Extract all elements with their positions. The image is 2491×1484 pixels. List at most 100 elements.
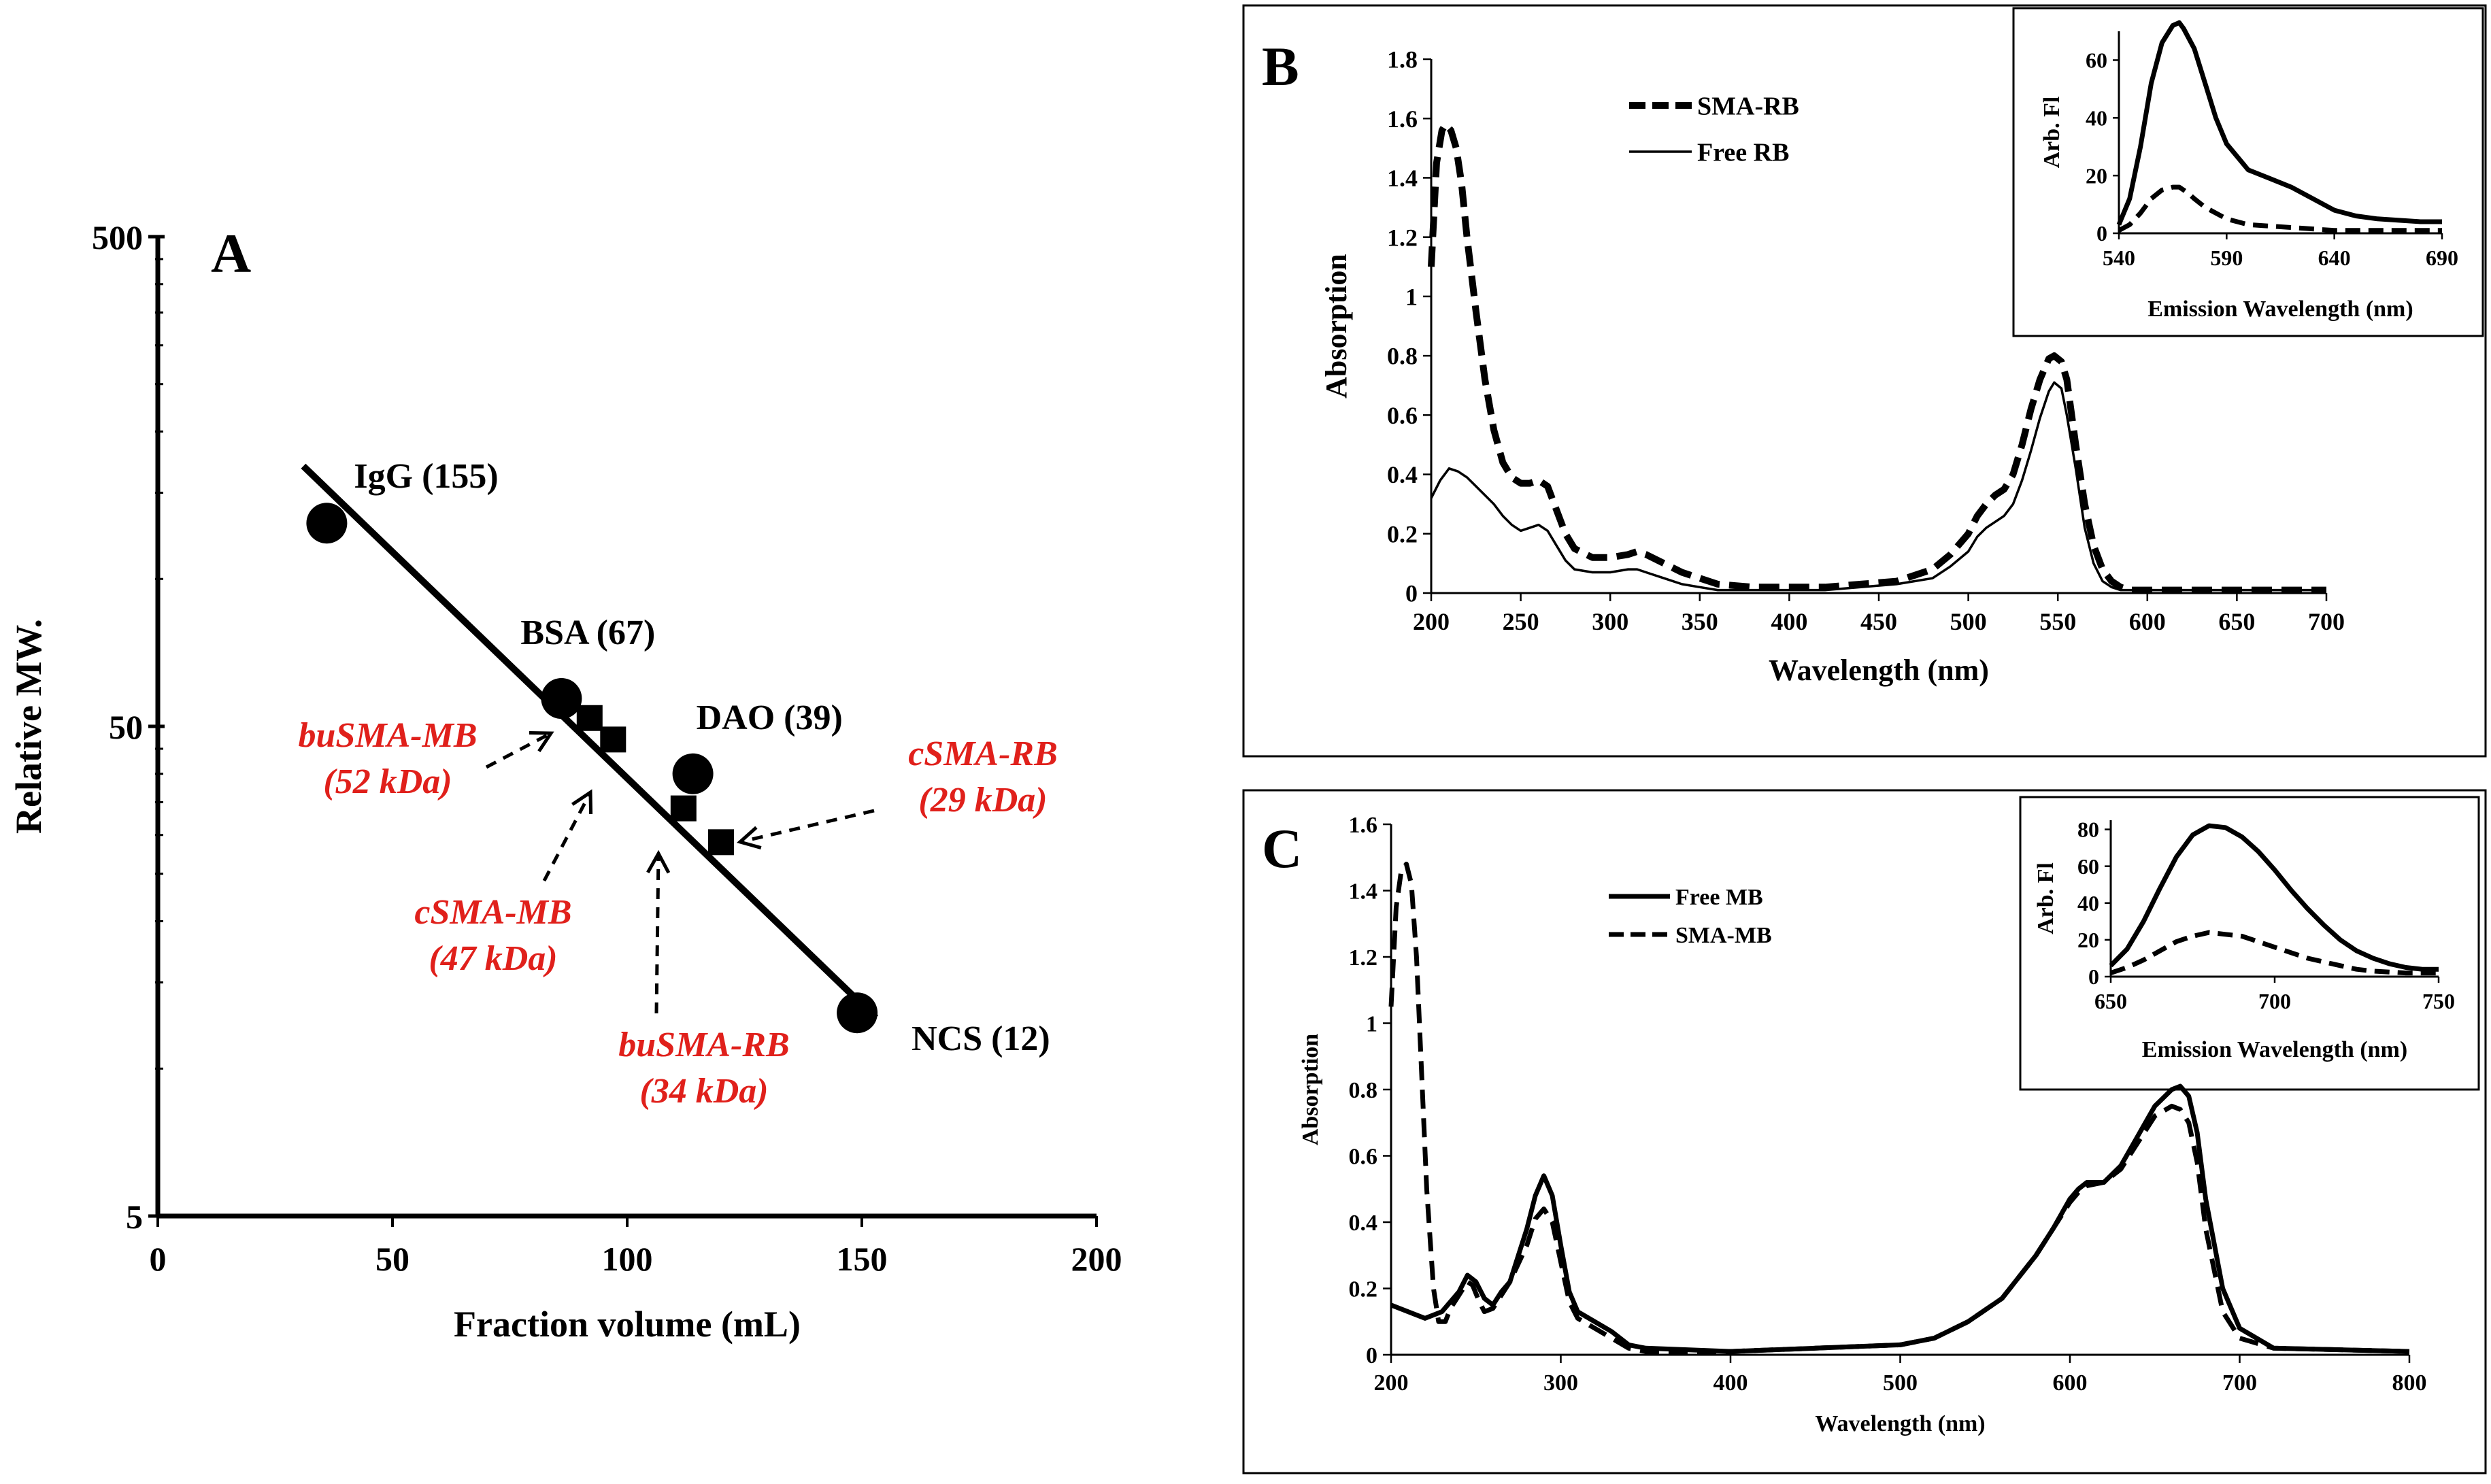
x-axis-title: Wavelength (nm) — [1769, 654, 1989, 687]
x-tick-label: 590 — [2210, 246, 2243, 270]
series-line-free-mb — [1390, 1083, 2410, 1354]
series-line-sma-rb — [1428, 120, 2326, 594]
y-tick-label: 0.6 — [1387, 402, 1418, 429]
x-tick-label: 690 — [2426, 246, 2458, 270]
y-tick-label: 1.6 — [1349, 813, 1378, 838]
y-tick-label: 1.8 — [1387, 46, 1418, 73]
annotation-arrowhead — [571, 789, 593, 815]
panel-b-marks — [1428, 120, 2326, 594]
y-tick-label: 0.8 — [1387, 343, 1418, 370]
y-axis-title: Relative MW. — [8, 619, 49, 834]
panel-b-inset-axes: 540 590 640 690 0 20 40 60 Emission Wavelength (… — [2039, 31, 2458, 322]
y-tick-label: 1.2 — [1387, 224, 1418, 251]
y-tick-label: 0 — [2096, 221, 2107, 246]
panel-c-inset-axes: 650 700 750 0 20 40 60 80 Emission Wavelength (n… — [2033, 817, 2455, 1062]
x-tick-label: 450 — [1860, 608, 1897, 635]
y-tick-label: 0.4 — [1387, 461, 1418, 488]
y-axis-title: Arb. Fl — [2033, 862, 2058, 934]
panel-c-inset-marks — [2109, 823, 2439, 976]
sample-point — [576, 705, 603, 731]
y-tick-label: 1 — [1366, 1011, 1377, 1036]
x-tick-label: 350 — [1682, 608, 1718, 635]
panel-a: A 0 50 100 150 200 5 50 500 Fraction volume (mL)… — [8, 218, 1122, 1345]
y-tick-label: 0 — [1405, 580, 1418, 607]
x-axis-title: Wavelength (nm) — [1815, 1411, 1985, 1436]
annotation-arrow — [542, 791, 592, 882]
legend-label: Free MB — [1675, 885, 1763, 910]
y-tick-label: 20 — [2077, 928, 2099, 952]
x-tick-label: 640 — [2318, 246, 2351, 270]
panel-c-legend: Free MB SMA-MB — [1609, 885, 1772, 948]
x-tick-label: 200 — [1374, 1370, 1409, 1396]
y-axis-title: Absorption — [1320, 254, 1353, 399]
sample-annotation-kda: (34 kDa) — [639, 1072, 768, 1111]
sample-point — [600, 726, 626, 753]
panel-b: B 200 250 300 350 400 450 500 550 600 650 70000.20… — [1242, 4, 2487, 758]
standard-label: NCS (12) — [912, 1019, 1050, 1058]
panel-a-letter: A — [211, 222, 251, 284]
x-tick-label: 540 — [2103, 246, 2135, 270]
x-tick-label: 200 — [1413, 608, 1450, 635]
series-line-sma-rb — [2118, 184, 2442, 233]
y-tick-label: 0.8 — [1349, 1078, 1378, 1103]
x-tick-label: 150 — [837, 1240, 888, 1278]
annotation-arrowhead — [736, 826, 762, 849]
x-tick-label: 600 — [2053, 1370, 2088, 1396]
standard-point — [306, 503, 348, 544]
panel-c-frame — [1242, 789, 2487, 1474]
y-tick-label: 1 — [1405, 283, 1418, 310]
sample-annotation-label: cSMA-MB — [414, 893, 571, 932]
standard-label: IgG (155) — [354, 457, 498, 496]
y-tick-label: 60 — [2077, 854, 2099, 879]
standard-label: DAO (39) — [697, 698, 843, 737]
panel-c-letter: C — [1262, 817, 1302, 879]
x-axis-title: Emission Wavelength (nm) — [2147, 297, 2413, 322]
x-tick-label: 700 — [2308, 608, 2345, 635]
y-tick-label: 1.4 — [1349, 879, 1378, 904]
y-tick-label: 5 — [126, 1198, 143, 1236]
panel-c-axes: 200 300 400 500 600 700 80000.20.40.60.811.21.… — [1298, 813, 2427, 1436]
panel-b-inset-frame — [2012, 7, 2484, 337]
x-tick-label: 650 — [2218, 608, 2255, 635]
panel-c-inset-frame — [2019, 796, 2480, 1091]
panel-a-marks: IgG (155) BSA (67) DAO (39) NCS (12) buSMA-M… — [299, 457, 1058, 1111]
x-axis-title: Emission Wavelength (nm) — [2142, 1037, 2407, 1062]
sample-annotation-kda: (47 kDa) — [429, 939, 557, 978]
y-tick-label: 40 — [2077, 891, 2099, 915]
sample-annotation-label: buSMA-MB — [299, 716, 478, 755]
y-tick-label: 40 — [2086, 105, 2107, 130]
y-tick-label: 1.4 — [1387, 165, 1418, 192]
x-axis-title: Fraction volume (mL) — [454, 1304, 801, 1345]
y-tick-label: 60 — [2086, 48, 2107, 73]
standard-point — [837, 992, 878, 1034]
panel-c: C 200 300 400 500 600 700 80000.20.40.60.811.2… — [1242, 789, 2487, 1474]
standard-point — [672, 753, 714, 794]
sample-point — [708, 829, 734, 856]
legend-label: SMA-MB — [1675, 923, 1772, 948]
x-tick-label: 200 — [1071, 1240, 1122, 1278]
y-tick-label: 1.6 — [1387, 105, 1418, 133]
legend-label: SMA-RB — [1697, 92, 1799, 120]
sample-annotation-kda: (29 kDa) — [918, 781, 1047, 820]
panel-b-letter: B — [1262, 35, 1299, 97]
annotation-arrow — [654, 853, 661, 1014]
x-tick-label: 650 — [2094, 989, 2127, 1013]
y-tick-label: 1.2 — [1349, 945, 1378, 971]
series-line-free-mb — [2109, 823, 2439, 972]
panel-b-axes: 200 250 300 350 400 450 500 550 600 650 70000.20.4… — [1320, 46, 2345, 687]
y-tick-label: 20 — [2086, 163, 2107, 188]
x-tick-label: 400 — [1771, 608, 1807, 635]
standard-point — [541, 678, 582, 720]
series-line-sma-mb — [1388, 862, 2410, 1354]
series-line-sma-mb — [2109, 930, 2439, 976]
sample-annotation-kda: (52 kDa) — [323, 762, 452, 801]
y-tick-label: 50 — [109, 708, 143, 746]
series-line-free-rb — [1430, 381, 2326, 592]
x-tick-label: 400 — [1713, 1370, 1748, 1396]
x-tick-label: 700 — [2222, 1370, 2257, 1396]
sample-point — [670, 795, 697, 822]
annotation-arrow — [739, 809, 875, 844]
x-tick-label: 750 — [2422, 989, 2455, 1013]
y-axis-title: Absorption — [1298, 1034, 1323, 1145]
